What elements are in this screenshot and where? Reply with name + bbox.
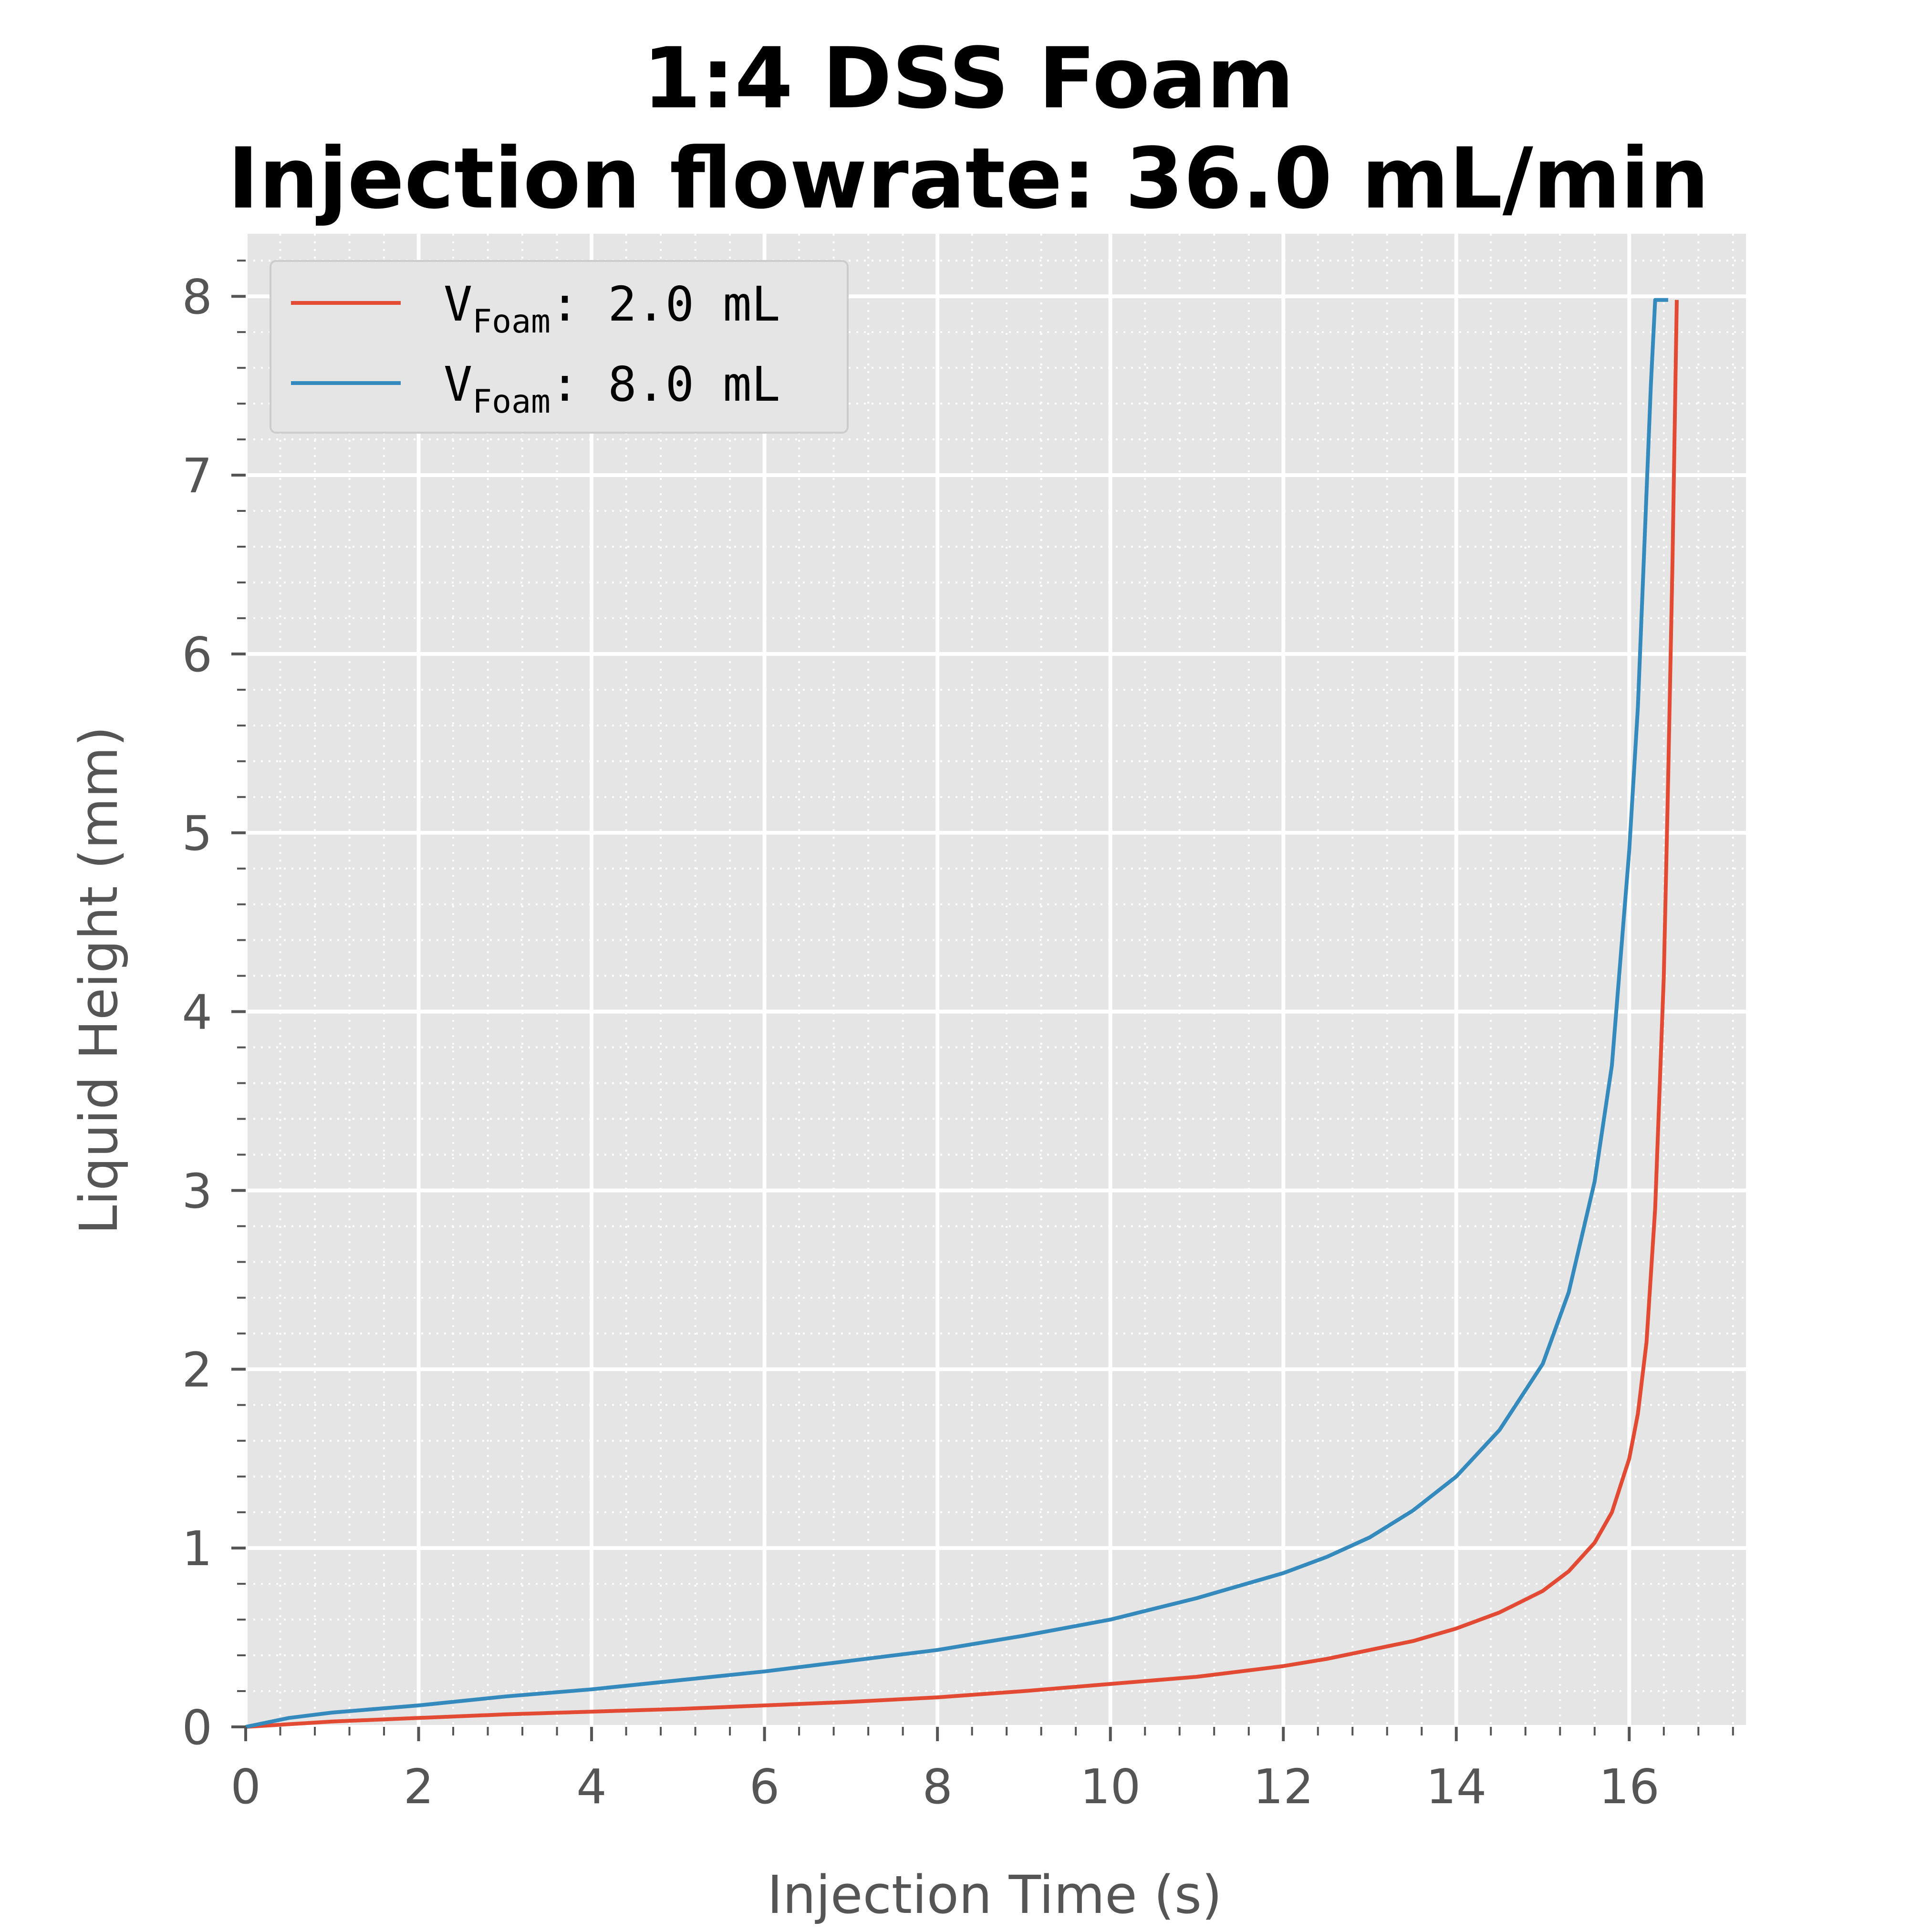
legend: VFoam: 2.0 mL VFoam: 8.0 mL: [270, 260, 849, 434]
y-tick-label: 7: [182, 448, 212, 504]
x-axis-label: Injection Time (s): [767, 1864, 1222, 1925]
y-axis-label: Liquid Height (mm): [68, 726, 129, 1234]
y-tick-label: 4: [182, 985, 212, 1040]
legend-label-vfoam-8: VFoam: 8.0 mL: [444, 356, 780, 421]
y-tick-label: 5: [182, 806, 212, 862]
chart-title: 1:4 DSS Foam Injection flowrate: 36.0 mL…: [228, 30, 1709, 228]
y-tick-label: 6: [182, 627, 212, 683]
x-tick-label: 12: [1253, 1759, 1314, 1815]
x-tick-label: 0: [230, 1759, 261, 1815]
y-tick-label: 1: [182, 1521, 212, 1577]
legend-label-vfoam-8-sub: Foam: [472, 383, 551, 421]
series-line-vfoam-2: [245, 300, 1679, 1729]
y-tick-label: 0: [182, 1700, 212, 1755]
x-tick-label: 6: [749, 1759, 780, 1815]
minor-grid: [246, 234, 1746, 1727]
legend-label-vfoam-8-main: V: [444, 356, 472, 412]
series-layer: [245, 298, 1679, 1729]
y-tick-labels: 0 1 2 3 4 5 6 7 8: [182, 269, 212, 1755]
x-tick-label: 16: [1599, 1759, 1660, 1815]
legend-label-vfoam-8-rest: : 8.0 mL: [551, 356, 780, 412]
plot-area: [246, 234, 1746, 1727]
ticks-layer: [231, 260, 1734, 1741]
legend-label-vfoam-2-main: V: [444, 276, 472, 332]
series-line-vfoam-8: [245, 298, 1668, 1729]
legend-box: [270, 260, 849, 434]
x-tick-label: 14: [1426, 1759, 1486, 1815]
x-tick-label: 8: [922, 1759, 953, 1815]
y-tick-label: 8: [182, 269, 212, 325]
title-line-1: 1:4 DSS Foam: [643, 30, 1294, 127]
x-tick-label: 2: [404, 1759, 434, 1815]
legend-label-vfoam-2-sub: Foam: [472, 303, 551, 341]
title-line-2: Injection flowrate: 36.0 mL/min: [228, 130, 1709, 228]
y-tick-label: 2: [182, 1342, 212, 1398]
y-tick-label: 3: [182, 1163, 212, 1219]
x-tick-label: 4: [576, 1759, 607, 1815]
legend-label-vfoam-2: VFoam: 2.0 mL: [444, 276, 780, 341]
x-tick-label: 10: [1080, 1759, 1141, 1815]
x-tick-labels: 0 2 4 6 8 10 12 14 16: [230, 1759, 1660, 1815]
legend-label-vfoam-2-rest: : 2.0 mL: [551, 276, 780, 332]
